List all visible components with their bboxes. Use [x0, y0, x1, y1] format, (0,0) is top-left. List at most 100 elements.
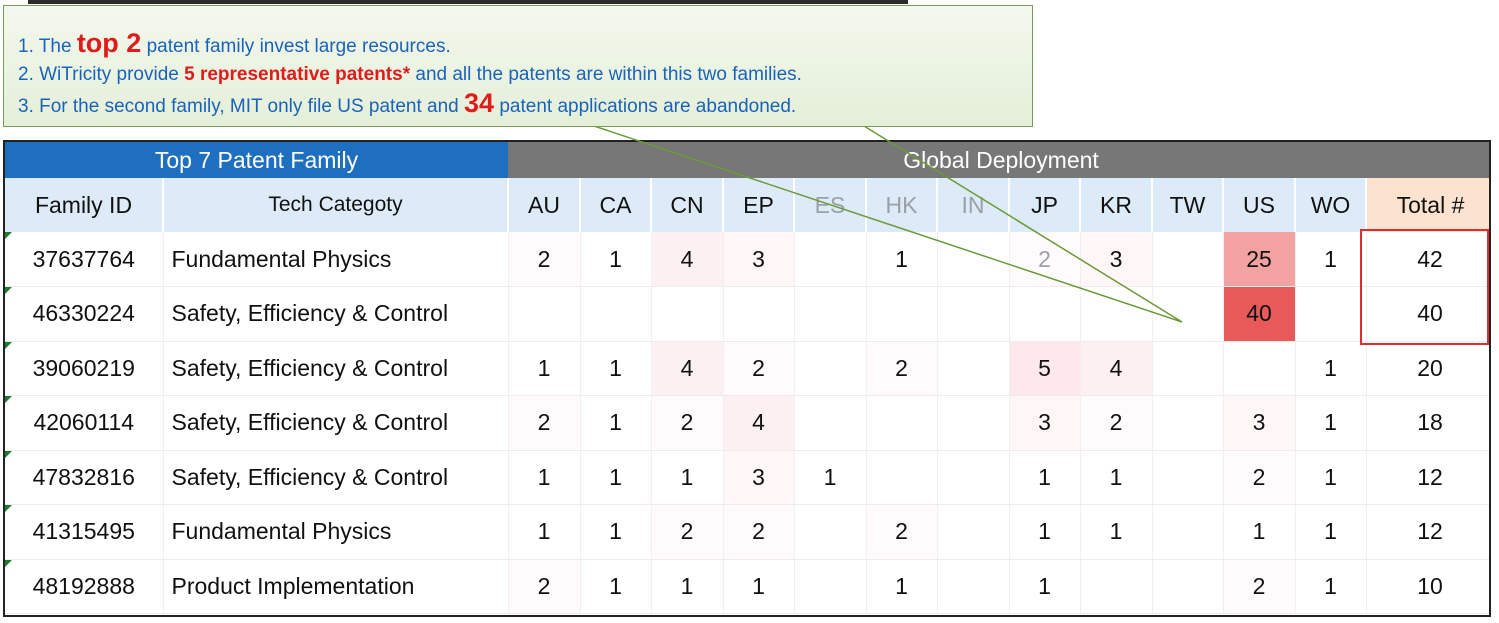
- deployment-cell-tw[interactable]: [1152, 341, 1224, 396]
- column-header-tech-category[interactable]: Tech Categoty: [163, 178, 510, 232]
- deployment-cell-es[interactable]: [794, 559, 867, 614]
- deployment-cell-wo[interactable]: 1: [1295, 504, 1367, 560]
- deployment-cell-in[interactable]: [937, 504, 1010, 560]
- deployment-cell-cn[interactable]: 2: [651, 395, 724, 451]
- deployment-cell-us[interactable]: 40: [1223, 286, 1296, 342]
- table-row[interactable]: 46330224 Safety, Efficiency & Control 40 40: [5, 286, 1489, 342]
- deployment-cell-kr[interactable]: 1: [1080, 504, 1153, 560]
- deployment-cell-kr[interactable]: 2: [1080, 395, 1153, 451]
- deployment-cell-ep[interactable]: 2: [723, 504, 795, 560]
- column-header-in[interactable]: IN: [937, 178, 1011, 232]
- total-cell[interactable]: 12: [1366, 450, 1489, 505]
- family-id-cell[interactable]: 39060219: [5, 341, 164, 396]
- deployment-cell-kr[interactable]: [1080, 286, 1153, 342]
- deployment-cell-ca[interactable]: 1: [580, 395, 652, 451]
- deployment-cell-cn[interactable]: [651, 286, 724, 342]
- deployment-cell-wo[interactable]: [1295, 286, 1367, 342]
- table-row[interactable]: 48192888 Product Implementation 2 1 1 1 1 1 2 1 10: [5, 559, 1489, 614]
- deployment-cell-us[interactable]: 1: [1223, 504, 1296, 560]
- deployment-cell-es[interactable]: [794, 395, 867, 451]
- deployment-cell-wo[interactable]: 1: [1295, 450, 1367, 505]
- deployment-cell-us[interactable]: 2: [1223, 450, 1296, 505]
- deployment-cell-wo[interactable]: 1: [1295, 395, 1367, 451]
- total-cell[interactable]: 40: [1366, 286, 1489, 342]
- tech-category-cell[interactable]: Safety, Efficiency & Control: [163, 286, 509, 342]
- deployment-cell-in[interactable]: [937, 286, 1010, 342]
- family-id-cell[interactable]: 46330224: [5, 286, 164, 342]
- deployment-cell-hk[interactable]: 1: [866, 232, 938, 287]
- tech-category-cell[interactable]: Safety, Efficiency & Control: [163, 341, 509, 396]
- deployment-cell-hk[interactable]: 1: [866, 559, 938, 614]
- deployment-cell-jp[interactable]: 1: [1009, 450, 1081, 505]
- column-header-au[interactable]: AU: [508, 178, 582, 232]
- tech-category-cell[interactable]: Product Implementation: [163, 559, 509, 614]
- deployment-cell-au[interactable]: 1: [508, 504, 581, 560]
- column-header-total[interactable]: Total #: [1366, 178, 1489, 232]
- table-row[interactable]: 47832816 Safety, Efficiency & Control 1 1 1 3…: [5, 450, 1489, 505]
- deployment-cell-ca[interactable]: 1: [580, 559, 652, 614]
- deployment-cell-cn[interactable]: 1: [651, 559, 724, 614]
- total-cell[interactable]: 42: [1366, 232, 1489, 287]
- deployment-cell-hk[interactable]: [866, 450, 938, 505]
- deployment-cell-us[interactable]: 3: [1223, 395, 1296, 451]
- deployment-cell-hk[interactable]: [866, 286, 938, 342]
- deployment-cell-ep[interactable]: 3: [723, 232, 795, 287]
- deployment-cell-tw[interactable]: [1152, 395, 1224, 451]
- deployment-cell-ep[interactable]: 3: [723, 450, 795, 505]
- deployment-cell-au[interactable]: 1: [508, 341, 581, 396]
- deployment-cell-us[interactable]: 25: [1223, 232, 1296, 287]
- deployment-cell-au[interactable]: 1: [508, 450, 581, 505]
- deployment-cell-ca[interactable]: 1: [580, 232, 652, 287]
- deployment-cell-hk[interactable]: 2: [866, 504, 938, 560]
- deployment-cell-cn[interactable]: 4: [651, 341, 724, 396]
- table-row[interactable]: 41315495 Fundamental Physics 1 1 2 2 2 1 1 1 1 12: [5, 504, 1489, 560]
- deployment-cell-au[interactable]: [508, 286, 581, 342]
- deployment-cell-wo[interactable]: 1: [1295, 232, 1367, 287]
- deployment-cell-es[interactable]: [794, 504, 867, 560]
- deployment-cell-wo[interactable]: 1: [1295, 341, 1367, 396]
- family-id-cell[interactable]: 48192888: [5, 559, 164, 614]
- deployment-cell-ca[interactable]: 1: [580, 504, 652, 560]
- deployment-cell-hk[interactable]: 2: [866, 341, 938, 396]
- total-cell[interactable]: 18: [1366, 395, 1489, 451]
- tech-category-cell[interactable]: Safety, Efficiency & Control: [163, 395, 509, 451]
- deployment-cell-tw[interactable]: [1152, 286, 1224, 342]
- deployment-cell-au[interactable]: 2: [508, 232, 581, 287]
- deployment-cell-tw[interactable]: [1152, 559, 1224, 614]
- table-row[interactable]: 42060114 Safety, Efficiency & Control 2 1 2 4…: [5, 395, 1489, 451]
- deployment-cell-kr[interactable]: [1080, 559, 1153, 614]
- deployment-cell-kr[interactable]: 3: [1080, 232, 1153, 287]
- deployment-cell-au[interactable]: 2: [508, 395, 581, 451]
- deployment-cell-in[interactable]: [937, 450, 1010, 505]
- deployment-cell-cn[interactable]: 1: [651, 450, 724, 505]
- deployment-cell-es[interactable]: 1: [794, 450, 867, 505]
- deployment-cell-au[interactable]: 2: [508, 559, 581, 614]
- deployment-cell-jp[interactable]: 2: [1009, 232, 1081, 287]
- total-cell[interactable]: 10: [1366, 559, 1489, 614]
- column-header-cn[interactable]: CN: [651, 178, 725, 232]
- column-header-wo[interactable]: WO: [1295, 178, 1368, 232]
- family-id-cell[interactable]: 37637764: [5, 232, 164, 287]
- deployment-cell-ep[interactable]: [723, 286, 795, 342]
- column-header-es[interactable]: ES: [794, 178, 868, 232]
- table-row[interactable]: 39060219 Safety, Efficiency & Control 1 1 4 2…: [5, 341, 1489, 396]
- column-header-family-id[interactable]: Family ID: [5, 178, 164, 232]
- deployment-cell-tw[interactable]: [1152, 504, 1224, 560]
- deployment-cell-wo[interactable]: 1: [1295, 559, 1367, 614]
- family-id-cell[interactable]: 42060114: [5, 395, 164, 451]
- deployment-cell-jp[interactable]: 3: [1009, 395, 1081, 451]
- deployment-cell-cn[interactable]: 2: [651, 504, 724, 560]
- deployment-cell-es[interactable]: [794, 232, 867, 287]
- deployment-cell-es[interactable]: [794, 286, 867, 342]
- deployment-cell-in[interactable]: [937, 232, 1010, 287]
- deployment-cell-in[interactable]: [937, 559, 1010, 614]
- total-cell[interactable]: 12: [1366, 504, 1489, 560]
- family-id-cell[interactable]: 47832816: [5, 450, 164, 505]
- column-header-tw[interactable]: TW: [1152, 178, 1225, 232]
- deployment-cell-jp[interactable]: [1009, 286, 1081, 342]
- deployment-cell-us[interactable]: [1223, 341, 1296, 396]
- table-row[interactable]: 37637764 Fundamental Physics 2 1 4 3 1 2 3 25 1 42: [5, 232, 1489, 287]
- total-cell[interactable]: 20: [1366, 341, 1489, 396]
- tech-category-cell[interactable]: Safety, Efficiency & Control: [163, 450, 509, 505]
- deployment-cell-tw[interactable]: [1152, 232, 1224, 287]
